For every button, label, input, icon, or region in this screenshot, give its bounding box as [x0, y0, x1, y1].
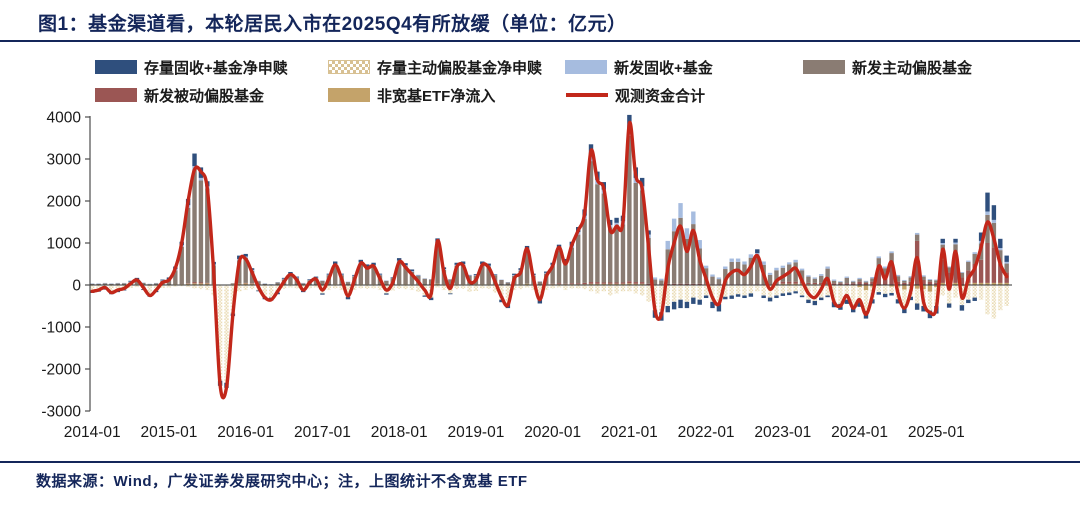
title-divider — [0, 40, 1080, 42]
legend-label: 新发固收+基金 — [614, 59, 713, 77]
legend-item-etf: 非宽基ETF净流入 — [328, 87, 496, 105]
legend-label: 新发主动偏股基金 — [852, 59, 973, 77]
svg-text:-3000: -3000 — [41, 404, 81, 421]
svg-text:0: 0 — [72, 278, 81, 295]
legend-label: 存量主动偏股基金净申赎 — [377, 59, 543, 77]
legend-swatch-tan — [328, 88, 370, 102]
legend-label: 观测资金合计 — [615, 87, 706, 105]
svg-text:2000: 2000 — [47, 194, 82, 211]
svg-text:2020-01: 2020-01 — [524, 424, 581, 441]
svg-text:1000: 1000 — [47, 236, 82, 253]
legend-swatch-lightblue — [565, 60, 607, 74]
tick-labels: 4000 3000 2000 1000 0 -1000 -2000 -3000 2014-01 2… — [41, 110, 964, 442]
legend-swatch-dotted — [328, 60, 370, 74]
svg-text:3000: 3000 — [47, 152, 82, 169]
svg-text:2024-01: 2024-01 — [831, 424, 888, 441]
legend-swatch-maroon — [95, 88, 137, 102]
svg-text:-1000: -1000 — [41, 320, 81, 337]
legend-item-active-exist: 存量主动偏股基金净申赎 — [328, 59, 543, 77]
svg-text:2022-01: 2022-01 — [678, 424, 735, 441]
legend-swatch-redline — [566, 93, 608, 97]
svg-text:2019-01: 2019-01 — [447, 424, 504, 441]
source-note: 数据来源：Wind，广发证券发展研究中心；注，上图统计不含宽基 ETF — [36, 473, 528, 490]
total-line — [90, 121, 1009, 400]
svg-text:2016-01: 2016-01 — [217, 424, 274, 441]
svg-text:4000: 4000 — [47, 110, 82, 127]
svg-text:2018-01: 2018-01 — [371, 424, 428, 441]
legend-label: 存量固收+基金净申赎 — [144, 59, 288, 77]
legend-item-total-line: 观测资金合计 — [566, 87, 706, 105]
svg-text:2025-01: 2025-01 — [908, 424, 965, 441]
svg-text:2021-01: 2021-01 — [601, 424, 658, 441]
legend-item-passive-new: 新发被动偏股基金 — [95, 87, 265, 105]
legend-item-active-new: 新发主动偏股基金 — [803, 59, 973, 77]
legend-item-fi-new: 新发固收+基金 — [565, 59, 713, 77]
legend-swatch-gray — [803, 60, 845, 74]
source-divider — [0, 461, 1080, 463]
svg-text:2017-01: 2017-01 — [294, 424, 351, 441]
axes — [85, 116, 1012, 412]
bars — [90, 114, 1009, 388]
page-title: 图1：基金渠道看，本轮居民入市在2025Q4有所放缓（单位：亿元） — [38, 14, 627, 35]
legend-item-fi-exist: 存量固收+基金净申赎 — [95, 59, 288, 77]
legend-label: 非宽基ETF净流入 — [377, 87, 496, 105]
svg-text:-2000: -2000 — [41, 362, 81, 379]
legend-swatch-navy — [95, 60, 137, 74]
svg-text:2015-01: 2015-01 — [140, 424, 197, 441]
svg-text:2023-01: 2023-01 — [754, 424, 811, 441]
legend-label: 新发被动偏股基金 — [144, 87, 265, 105]
svg-text:2014-01: 2014-01 — [64, 424, 121, 441]
